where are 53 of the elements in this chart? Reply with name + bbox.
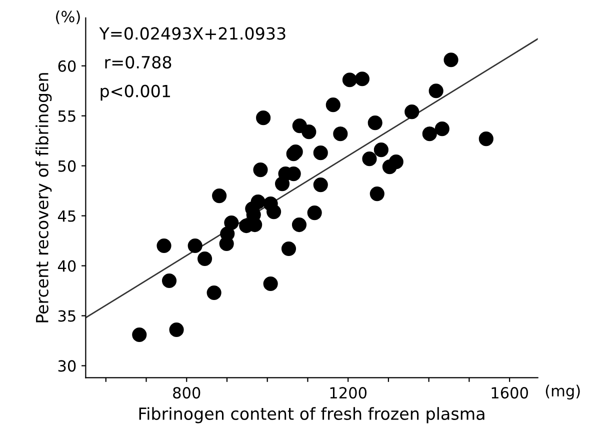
point (212, 188, 227, 204)
point (263, 276, 278, 292)
point (266, 204, 282, 220)
y-tick-label: 60 (58, 60, 76, 72)
point (342, 72, 357, 88)
point (250, 194, 266, 210)
point (219, 236, 234, 252)
annotation: r=0.788 (105, 56, 172, 69)
x-axis-title: Fibrinogen content of fresh frozen plasma (139, 407, 484, 424)
point (313, 146, 328, 160)
text: (mg) (546, 384, 580, 400)
point (404, 104, 420, 120)
point (188, 238, 202, 254)
point (368, 116, 382, 130)
annotation: Y=0.02493X+21.0933 (99, 27, 286, 40)
point (362, 152, 377, 166)
y-tick-label: 35 (58, 310, 76, 322)
y-tick-label: 55 (58, 110, 76, 122)
point (281, 241, 296, 256)
point (370, 186, 384, 202)
point (313, 178, 328, 192)
point (156, 238, 172, 254)
point (388, 154, 404, 170)
point (333, 126, 348, 142)
point (307, 206, 322, 220)
point (224, 216, 239, 230)
point (478, 132, 494, 146)
point (326, 98, 340, 112)
point (132, 327, 147, 342)
point (206, 285, 222, 300)
text: (%) (56, 10, 80, 24)
point (292, 218, 307, 232)
y-tick-label: 50 (58, 160, 76, 172)
point (374, 142, 388, 158)
point (422, 126, 437, 142)
annotation: p<0.001 (100, 84, 170, 101)
x-tick-label: 800 (173, 387, 200, 399)
point (256, 110, 271, 126)
point (354, 72, 370, 86)
x-tick-label: 1200 (330, 387, 367, 399)
point (253, 162, 268, 178)
point (428, 84, 444, 98)
y-tick-label: 45 (58, 210, 76, 222)
x-tick-label: 1600 (492, 387, 528, 399)
point (162, 273, 177, 288)
point (444, 52, 458, 68)
point (197, 251, 212, 266)
point (434, 122, 450, 136)
point (302, 124, 316, 140)
y-tick-label: 40 (58, 260, 76, 272)
point (169, 322, 184, 338)
y-tick-label: 30 (58, 360, 76, 372)
y-axis-title: Percent recovery of fibrinogen (36, 73, 52, 322)
